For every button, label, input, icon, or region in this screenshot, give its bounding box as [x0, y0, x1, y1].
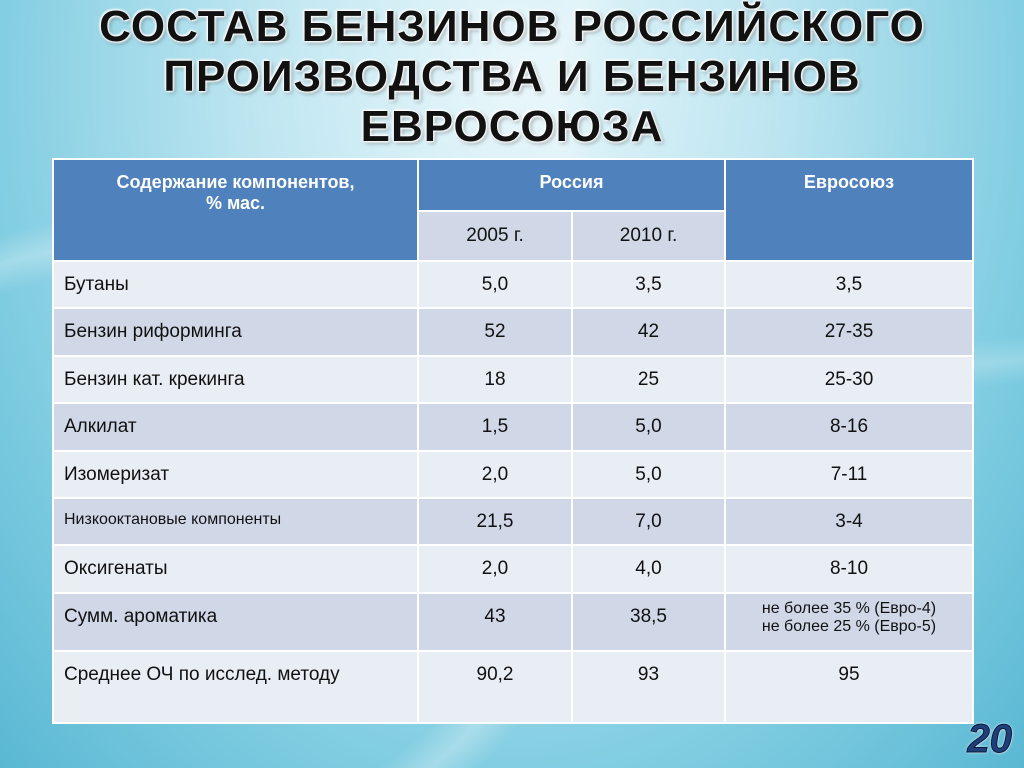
value-2010: 7,0 — [571, 497, 726, 546]
header-2010: 2010 г. — [571, 210, 726, 262]
title-line: ПРОИЗВОДСТВА И БЕНЗИНОВ — [163, 52, 861, 101]
value-2005: 21,5 — [417, 497, 573, 546]
value-2005: 2,0 — [417, 544, 573, 594]
table-row: Алкилат 1,5 5,0 8-16 — [52, 402, 974, 452]
value-eu: не более 35 % (Евро-4) не более 25 % (Евр… — [724, 592, 974, 652]
value-2010: 25 — [571, 355, 726, 404]
value-2005: 43 — [417, 592, 573, 652]
table-row: Изомеризат 2,0 5,0 7-11 — [52, 450, 974, 499]
table-row: Низкооктановые компоненты 21,5 7,0 3-4 — [52, 497, 974, 546]
title-line: ЕВРОСОЮЗА — [360, 102, 664, 151]
header-russia: Россия — [417, 158, 726, 212]
name: Алкилат — [52, 402, 419, 452]
value-2005: 90,2 — [417, 650, 573, 724]
name: Среднее ОЧ по исслед. методу — [52, 650, 419, 724]
header-component-line: Содержание компонентов, — [116, 172, 355, 192]
name: Оксигенаты — [52, 544, 419, 594]
value-eu: 7-11 — [724, 450, 974, 499]
value-2005: 52 — [417, 307, 573, 357]
value-eu: 3,5 — [724, 260, 974, 309]
header-2005: 2005 г. — [417, 210, 573, 262]
table-row: Среднее ОЧ по исслед. методу 90,2 93 95 — [52, 650, 974, 724]
value-2005: 5,0 — [417, 260, 573, 309]
value-eu: 25-30 — [724, 355, 974, 404]
value-eu: 8-16 — [724, 402, 974, 452]
table-row: Оксигенаты 2,0 4,0 8-10 — [52, 544, 974, 594]
value-eu: 95 — [724, 650, 974, 724]
composition-table: Содержание компонентов,% мас. Россия Евр… — [52, 158, 974, 724]
table-row: Бензин риформинга 52 42 27-35 — [52, 307, 974, 357]
value-2010: 4,0 — [571, 544, 726, 594]
value-2010: 38,5 — [571, 592, 726, 652]
table-row: Сумм. ароматика 43 38,5 не более 35 % (Евро… — [52, 592, 974, 652]
slide-title: СОСТАВ БЕНЗИНОВ РОССИЙСКОГО ПРОИЗВОДСТВА… — [0, 2, 1024, 152]
name: Изомеризат — [52, 450, 419, 499]
value-2010: 5,0 — [571, 450, 726, 499]
table-row: Бензин кат. крекинга 18 25 25-30 — [52, 355, 974, 404]
title-line: СОСТАВ БЕНЗИНОВ РОССИЙСКОГО — [99, 2, 925, 51]
name: Сумм. ароматика — [52, 592, 419, 652]
value-eu: 27-35 — [724, 307, 974, 357]
name: Бутаны — [52, 260, 419, 309]
header-component: Содержание компонентов,% мас. — [52, 158, 419, 262]
value-2005: 2,0 — [417, 450, 573, 499]
eu-line: не более 25 % (Евро-5) — [761, 618, 937, 635]
header-eu: Евросоюз — [724, 158, 974, 262]
header-component-unit: % мас. — [205, 193, 266, 213]
eu-line: не более 35 % (Евро-4) — [761, 600, 937, 617]
value-eu: 8-10 — [724, 544, 974, 594]
name: Бензин риформинга — [52, 307, 419, 357]
name: Бензин кат. крекинга — [52, 355, 419, 404]
value-2010: 3,5 — [571, 260, 726, 309]
table-row: Бутаны 5,0 3,5 3,5 — [52, 260, 974, 309]
value-2010: 5,0 — [571, 402, 726, 452]
page-number: 20 — [967, 717, 1012, 762]
name: Низкооктановые компоненты — [52, 497, 419, 546]
value-eu: 3-4 — [724, 497, 974, 546]
value-2010: 42 — [571, 307, 726, 357]
value-2005: 18 — [417, 355, 573, 404]
value-2010: 93 — [571, 650, 726, 724]
value-2005: 1,5 — [417, 402, 573, 452]
